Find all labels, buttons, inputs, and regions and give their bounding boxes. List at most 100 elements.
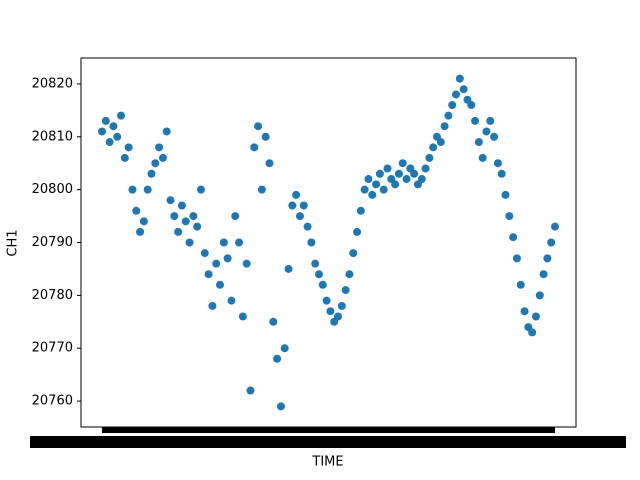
point [265, 159, 274, 168]
point [261, 132, 270, 141]
point [398, 159, 407, 168]
point [547, 238, 556, 247]
point [166, 196, 175, 205]
point [512, 254, 521, 263]
point [478, 153, 487, 162]
y-tick-label: 20800 [32, 182, 73, 197]
point [535, 291, 544, 300]
point [402, 175, 411, 184]
point [356, 206, 365, 215]
point [528, 328, 537, 337]
point [474, 138, 483, 147]
point [322, 296, 331, 305]
point [425, 153, 434, 162]
point [379, 185, 388, 194]
y-tick-label: 20770 [32, 341, 73, 356]
point [383, 164, 392, 173]
x-tick-labels-overlap [30, 436, 626, 448]
point [109, 122, 118, 131]
point [147, 169, 156, 178]
point [276, 402, 285, 411]
point [326, 307, 335, 316]
point [345, 270, 354, 279]
point [543, 254, 552, 263]
point [349, 249, 358, 258]
y-tick-label: 20820 [32, 76, 73, 91]
point [246, 386, 255, 395]
x-tick-marks [102, 427, 555, 433]
point [318, 280, 327, 289]
point [516, 280, 525, 289]
point [417, 175, 426, 184]
point [212, 259, 221, 268]
point [117, 111, 126, 120]
point [238, 312, 247, 321]
point [539, 270, 548, 279]
point [105, 138, 114, 147]
point [531, 312, 540, 321]
point [204, 270, 213, 279]
y-tick-label: 20790 [32, 235, 73, 250]
point [216, 280, 225, 289]
point [101, 116, 110, 125]
point [334, 312, 343, 321]
point [429, 143, 438, 152]
point [551, 222, 559, 231]
point [284, 264, 293, 273]
point [292, 190, 301, 199]
point [189, 212, 198, 221]
point [280, 344, 289, 353]
point [459, 85, 468, 94]
point [493, 159, 502, 168]
point [482, 127, 491, 136]
point [311, 259, 320, 268]
point [196, 185, 205, 194]
point [360, 185, 369, 194]
point [444, 111, 453, 120]
point [128, 185, 137, 194]
y-tick-label: 20760 [32, 394, 73, 409]
point [158, 153, 167, 162]
point [520, 307, 529, 316]
point [299, 201, 308, 210]
point [375, 169, 384, 178]
point [219, 238, 228, 247]
x-axis-label: TIME [311, 455, 343, 470]
point [394, 169, 403, 178]
point [455, 74, 464, 83]
point [98, 127, 106, 136]
point [353, 227, 362, 236]
point [490, 132, 499, 141]
point [120, 153, 129, 162]
point [151, 159, 160, 168]
point [174, 227, 183, 236]
point [193, 222, 202, 231]
point [242, 259, 251, 268]
point [410, 169, 419, 178]
point [177, 201, 186, 210]
point [250, 143, 259, 152]
point [501, 190, 510, 199]
point [124, 143, 133, 152]
point [364, 175, 373, 184]
point [448, 101, 457, 110]
point [208, 301, 217, 310]
point [452, 90, 461, 99]
point [497, 169, 506, 178]
point [235, 238, 244, 247]
point [509, 233, 518, 242]
point [486, 116, 495, 125]
point [200, 249, 209, 258]
point [288, 201, 297, 210]
point [185, 238, 194, 247]
point [273, 354, 282, 363]
plot-marks [98, 74, 559, 411]
point [372, 180, 381, 189]
point [143, 185, 152, 194]
point [257, 185, 266, 194]
point [505, 212, 514, 221]
point [170, 212, 179, 221]
point [314, 270, 323, 279]
point [341, 286, 350, 295]
